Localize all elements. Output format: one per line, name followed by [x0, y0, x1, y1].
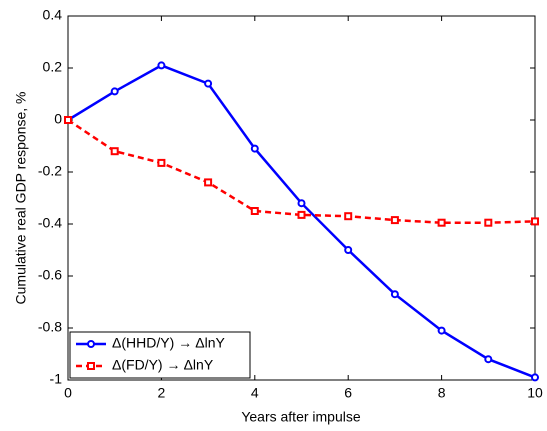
y-axis-label: Cumulative real GDP response, %	[13, 92, 29, 305]
x-tick-label: 6	[344, 385, 352, 401]
marker	[250, 144, 259, 153]
y-tick-label: 0.2	[43, 59, 63, 75]
marker	[484, 355, 493, 364]
legend-marker	[87, 340, 95, 348]
x-axis-label: Years after impulse	[241, 409, 361, 425]
marker	[157, 158, 166, 167]
x-tick-label: 8	[438, 385, 446, 401]
marker	[110, 147, 119, 156]
marker	[437, 326, 446, 335]
y-tick-label: -0.8	[38, 319, 62, 335]
y-tick-label: -0.4	[38, 215, 62, 231]
y-tick-label: -0.6	[38, 267, 62, 283]
legend-box	[69, 331, 251, 379]
legend-label: Δ(HHD/Y) → ΔlnY	[112, 335, 225, 351]
marker	[110, 87, 119, 96]
marker	[204, 79, 213, 88]
marker	[250, 207, 259, 215]
marker	[531, 217, 539, 226]
x-tick-label: 2	[158, 385, 166, 401]
legend-label: Δ(FD/Y) → ΔlnY	[112, 357, 214, 373]
y-tick-label: -1	[50, 371, 63, 387]
marker	[297, 199, 306, 208]
marker	[64, 116, 72, 124]
marker	[204, 178, 213, 187]
marker	[390, 290, 399, 299]
x-tick-label: 10	[527, 385, 543, 401]
x-tick-label: 0	[64, 385, 72, 401]
marker	[344, 212, 353, 221]
marker	[157, 61, 166, 70]
marker	[297, 210, 306, 219]
marker	[344, 246, 353, 254]
y-tick-label: 0	[54, 111, 62, 127]
series-line	[67, 118, 536, 224]
x-tick-label: 4	[251, 385, 259, 401]
marker	[531, 373, 539, 382]
marker	[437, 218, 446, 227]
y-tick-label: -0.2	[38, 163, 62, 179]
y-tick-label: 0.4	[43, 7, 63, 23]
plot-frame	[67, 15, 536, 381]
marker	[484, 218, 493, 227]
marker	[390, 216, 399, 225]
legend-marker	[87, 362, 95, 370]
